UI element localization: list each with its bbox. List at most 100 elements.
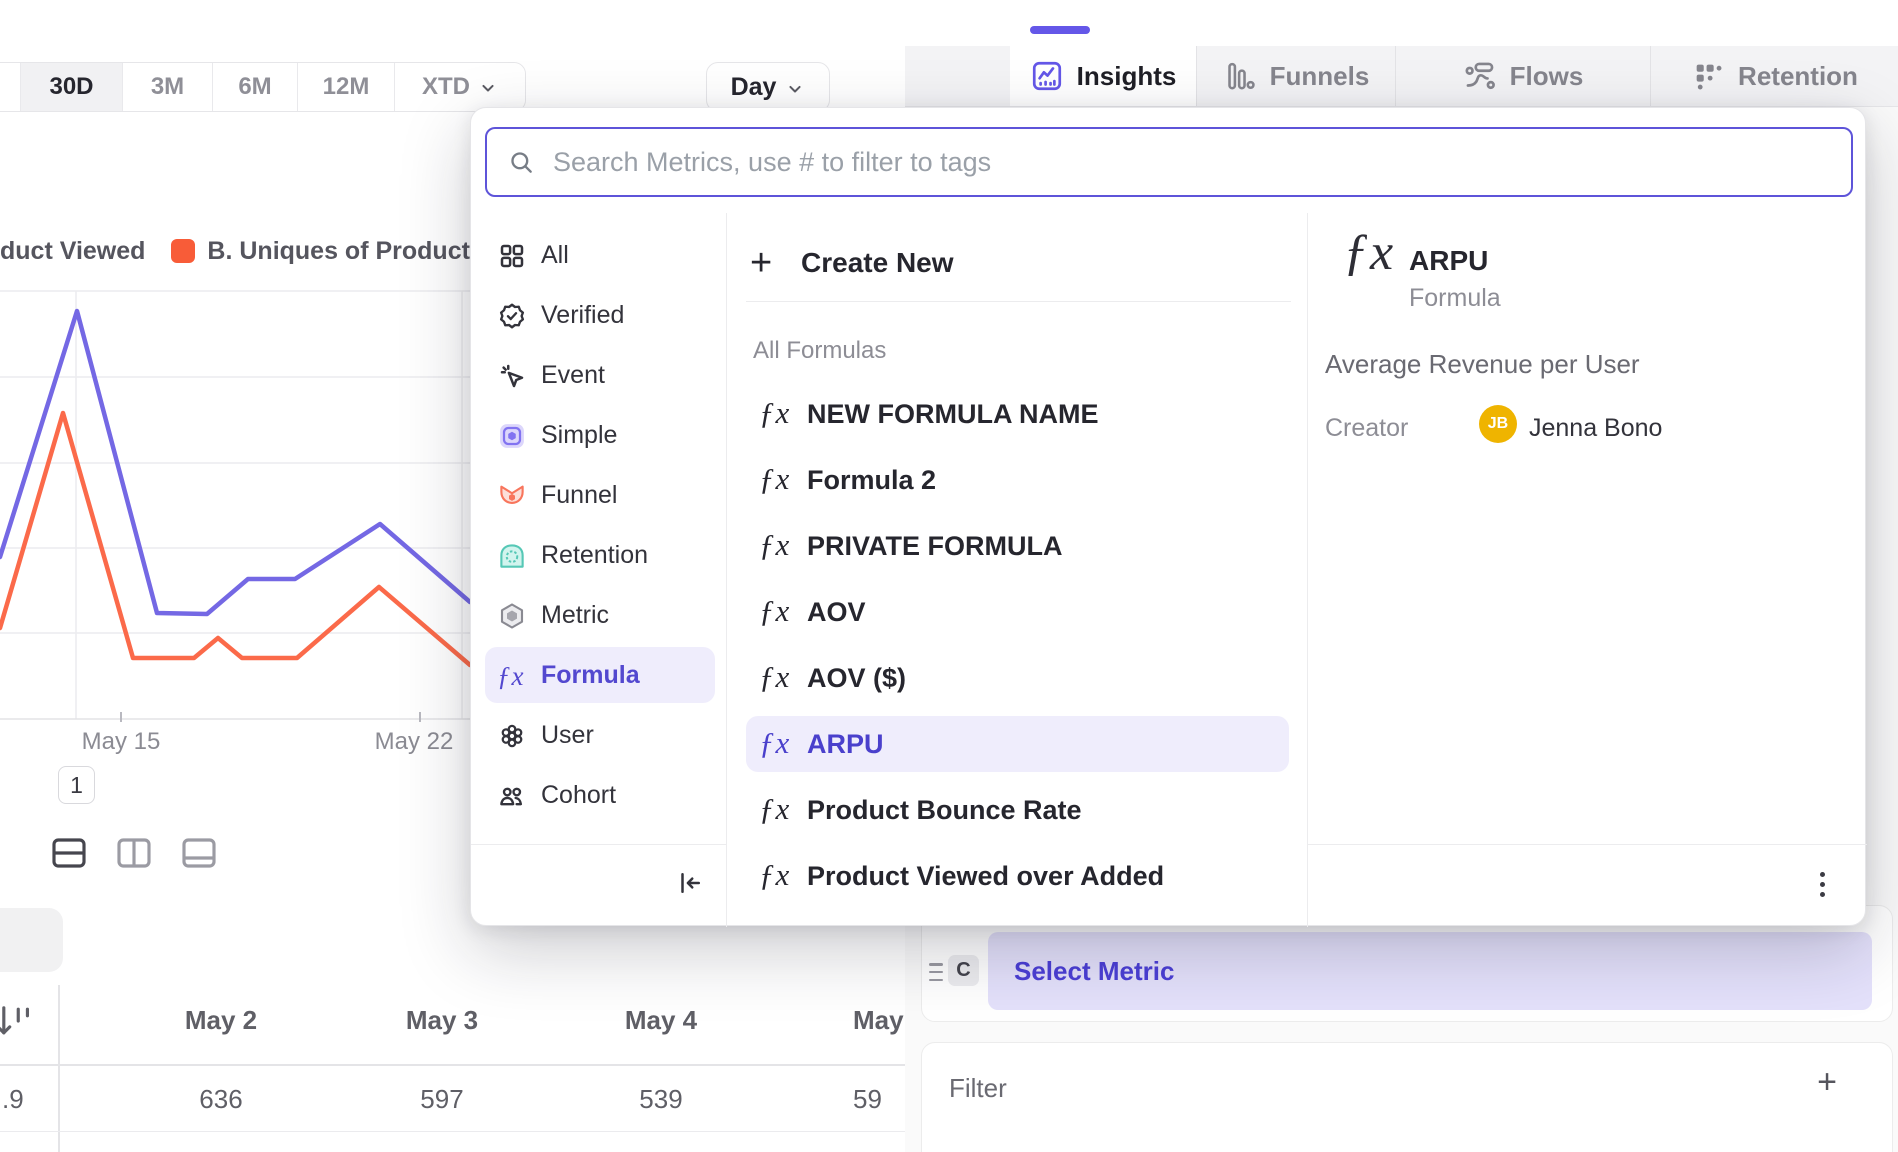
fx-icon: ƒx	[759, 659, 791, 694]
drag-handle-icon[interactable]	[929, 963, 943, 981]
add-filter-button[interactable]: +	[1817, 1063, 1837, 1101]
category-item-metric[interactable]: Metric	[471, 586, 726, 646]
pagination-page-1[interactable]: 1	[58, 766, 95, 804]
retention-tab-icon	[1691, 59, 1725, 93]
formula-list-item[interactable]: ƒx NEW FORMULA NAME	[726, 382, 1307, 448]
list-header: All Formulas	[753, 337, 887, 364]
collapse-sidebar-icon[interactable]	[675, 868, 705, 898]
table-column-header[interactable]: May	[853, 1005, 904, 1035]
fx-icon: ƒx	[759, 857, 791, 892]
category-item-formula[interactable]: ƒx Formula	[471, 646, 726, 706]
list-divider	[746, 301, 1291, 302]
tab-label: Retention	[1738, 60, 1858, 91]
formula-detail-title: ARPU	[1409, 245, 1489, 276]
formula-list-column: + Create New All Formulas ƒx NEW FORMULA…	[726, 108, 1307, 927]
formula-list-item[interactable]: ƒx Product Bounce Rate	[726, 778, 1307, 844]
event-icon	[497, 361, 527, 391]
formula-name: AOV ($)	[807, 663, 907, 693]
select-metric-field[interactable]: Select Metric	[988, 932, 1872, 1010]
formula-detail-panel: ƒx ARPU Formula Average Revenue per User…	[1307, 108, 1867, 927]
granularity-dropdown[interactable]: Day	[706, 62, 830, 112]
x-axis-label-may22: May 22	[374, 728, 454, 755]
time-range-xtd-dropdown[interactable]: XTD	[394, 63, 525, 111]
table-column-header[interactable]: May 3	[405, 1005, 479, 1035]
layout-split-horizontal-button[interactable]	[45, 829, 93, 877]
all-icon	[497, 241, 527, 271]
formula-list: ƒx NEW FORMULA NAME ƒx Formula 2 ƒx PRIV…	[726, 382, 1307, 910]
formula-name: NEW FORMULA NAME	[807, 399, 1099, 429]
retention-icon	[497, 541, 527, 571]
chevron-down-icon	[478, 77, 498, 97]
category-label: Simple	[541, 421, 618, 449]
formula-list-item[interactable]: ƒx AOV ($)	[726, 646, 1307, 712]
search-icon	[511, 152, 532, 173]
table-cell: 597	[420, 1084, 464, 1114]
tab-funnels[interactable]: Funnels	[1196, 46, 1395, 106]
time-range-3m[interactable]: 3M	[122, 63, 212, 111]
fx-icon: ƒx	[759, 791, 791, 826]
granularity-label: Day	[730, 72, 777, 101]
table-column-header[interactable]: May 4	[624, 1005, 698, 1035]
category-item-user[interactable]: User	[471, 706, 726, 766]
creator-name: Jenna Bono	[1529, 414, 1663, 442]
column-divider	[1307, 213, 1308, 927]
formula-name: PRIVATE FORMULA	[807, 531, 1063, 561]
category-item-event[interactable]: Event	[471, 346, 726, 406]
layout-split-vertical-button[interactable]	[110, 829, 158, 877]
fx-icon: ƒx	[759, 593, 791, 628]
tab-insights[interactable]: Insights	[1010, 46, 1196, 106]
time-range-12m[interactable]: 12M	[297, 63, 394, 111]
formula-list-item[interactable]: ƒx ARPU	[726, 712, 1307, 778]
formula-list-item[interactable]: ƒx AOV	[726, 580, 1307, 646]
category-item-funnel[interactable]: Funnel	[471, 466, 726, 526]
category-label: Event	[541, 361, 605, 389]
category-item-cohort[interactable]: Cohort	[471, 766, 726, 826]
create-new-button[interactable]: + Create New	[726, 231, 1307, 295]
table-cell: 59	[853, 1084, 882, 1114]
table-divider	[0, 1064, 905, 1066]
table-column-header[interactable]: May 2	[184, 1005, 258, 1035]
fx-icon: ƒx	[759, 395, 791, 430]
legend-swatch-b	[171, 239, 196, 263]
active-tab-indicator	[1030, 26, 1090, 34]
formula-list-item[interactable]: ƒx Product Viewed over Added	[726, 844, 1307, 910]
sort-descending-icon[interactable]	[0, 1000, 34, 1042]
table-divider	[0, 1131, 905, 1132]
category-label: Retention	[541, 541, 649, 569]
formula-name: ARPU	[807, 729, 884, 759]
line-chart[interactable]	[0, 230, 470, 760]
formula-icon: ƒx	[497, 661, 525, 691]
formula-list-item[interactable]: ƒx PRIVATE FORMULA	[726, 514, 1307, 580]
formula-detail-type: Formula	[1409, 284, 1501, 312]
table-header-row: May 2 May 3 May 4 May	[0, 1005, 905, 1045]
category-item-all[interactable]: All	[471, 226, 726, 286]
tab-flows[interactable]: Flows	[1395, 46, 1650, 106]
metric-picker-modal: All Verified Event Simple	[470, 107, 1867, 927]
category-item-simple[interactable]: Simple	[471, 406, 726, 466]
tab-retention[interactable]: Retention	[1650, 46, 1898, 106]
fx-icon: ƒx	[759, 461, 791, 496]
time-range-6m[interactable]: 6M	[212, 63, 297, 111]
select-metric-label: Select Metric	[1014, 955, 1175, 986]
legend-item-a[interactable]: duct Viewed	[0, 236, 146, 265]
formula-list-item[interactable]: ƒx Formula 2	[726, 448, 1307, 514]
creator-label: Creator	[1325, 414, 1409, 442]
table-corner-pill	[0, 908, 63, 972]
funnels-icon	[1223, 59, 1257, 93]
column-divider	[726, 213, 727, 927]
category-item-verified[interactable]: Verified	[471, 286, 726, 346]
category-label: Funnel	[541, 481, 618, 509]
time-range-30d[interactable]: 30D	[20, 63, 122, 111]
fx-icon: ƒx	[1343, 224, 1395, 281]
formula-name: Product Bounce Rate	[807, 795, 1082, 825]
cohort-icon	[497, 781, 527, 811]
category-item-retention[interactable]: Retention	[471, 526, 726, 586]
search-input[interactable]	[485, 127, 1853, 197]
insights-icon	[1030, 59, 1064, 93]
tab-label: Funnels	[1269, 60, 1370, 91]
category-label: Cohort	[541, 781, 617, 809]
layout-bottom-panel-button[interactable]	[175, 829, 223, 877]
time-range-stub[interactable]	[0, 63, 20, 111]
more-options-icon[interactable]	[1807, 866, 1837, 902]
